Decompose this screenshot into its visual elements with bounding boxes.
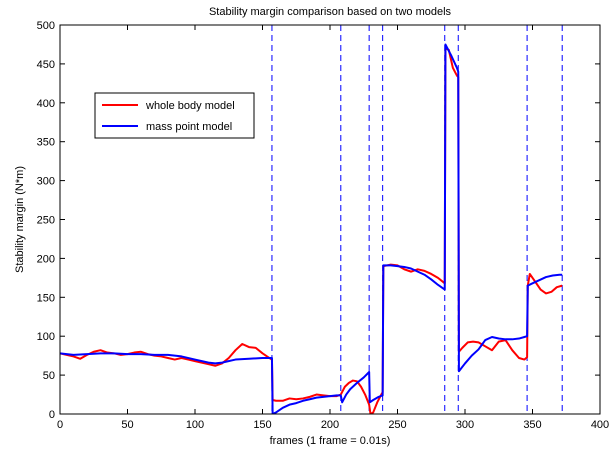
x-axis-label: frames (1 frame = 0.01s) bbox=[270, 435, 391, 447]
x-tick-label: 50 bbox=[121, 419, 133, 431]
x-tick-label: 150 bbox=[253, 419, 271, 431]
y-axis-ticks: 0 50 100 150 200 250 300 350 400 450 500 bbox=[37, 20, 600, 421]
series-line-mass-point-model bbox=[60, 43, 563, 414]
legend-box bbox=[94, 92, 255, 139]
legend-entry-mass-point-model: mass point model bbox=[146, 121, 232, 133]
y-tick-label: 100 bbox=[37, 331, 55, 343]
plot-area bbox=[60, 25, 600, 414]
y-axis-label: Stability margin (N*m) bbox=[14, 166, 26, 273]
series-line-whole-body-model bbox=[60, 47, 563, 414]
legend: whole body model mass point model bbox=[94, 92, 255, 139]
x-tick-label: 400 bbox=[591, 419, 609, 431]
y-tick-label: 200 bbox=[37, 253, 55, 265]
x-tick-label: 300 bbox=[456, 419, 474, 431]
y-tick-label: 300 bbox=[37, 176, 55, 188]
x-tick-label: 100 bbox=[186, 419, 204, 431]
y-tick-label: 250 bbox=[37, 215, 55, 227]
y-tick-label: 500 bbox=[37, 20, 55, 32]
y-tick-label: 50 bbox=[43, 370, 55, 382]
series-lines bbox=[60, 43, 563, 414]
y-tick-label: 0 bbox=[49, 409, 55, 421]
y-tick-label: 450 bbox=[37, 59, 55, 71]
chart-title: Stability margin comparison based on two… bbox=[209, 6, 452, 18]
x-tick-label: 0 bbox=[57, 419, 63, 431]
legend-entry-whole-body-model: whole body model bbox=[145, 100, 235, 112]
x-tick-label: 350 bbox=[523, 419, 541, 431]
x-axis-ticks: 0 50 100 150 200 250 300 350 400 bbox=[57, 25, 609, 431]
y-tick-label: 150 bbox=[37, 292, 55, 304]
x-tick-label: 200 bbox=[321, 419, 339, 431]
x-tick-label: 250 bbox=[388, 419, 406, 431]
y-tick-label: 350 bbox=[37, 137, 55, 149]
y-tick-label: 400 bbox=[37, 98, 55, 110]
